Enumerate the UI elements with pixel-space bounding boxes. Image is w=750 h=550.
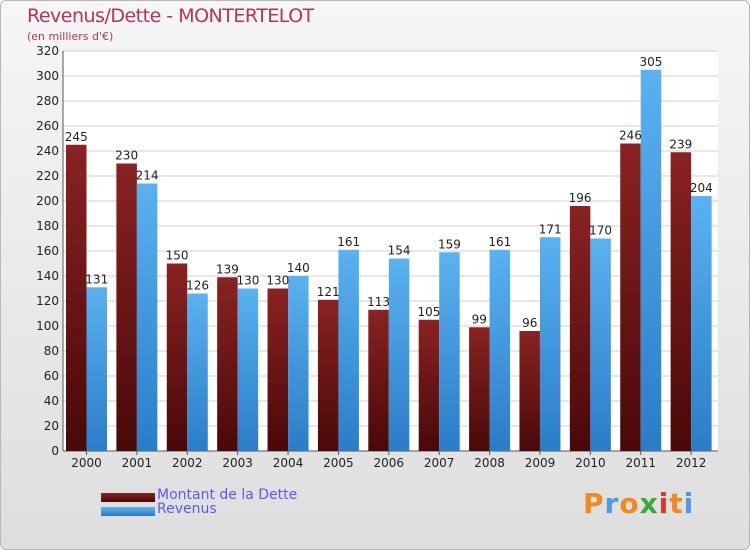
x-tick-label: 2011 [625,456,656,470]
data-label-dette: 150 [166,249,189,263]
y-tick-label: 260 [36,119,59,133]
y-tick-label: 160 [36,244,59,258]
bar-dette-2012 [670,152,692,451]
y-tick-label: 120 [36,294,59,308]
data-label-dette: 245 [65,130,88,144]
legend-label-revenus: Revenus [157,501,217,517]
bar-dette-2008 [469,327,490,451]
data-label-revenus: 140 [287,261,310,275]
proxiti-logo: Proxiti [583,487,694,520]
legend-swatch-dette [101,493,155,502]
data-label-revenus: 154 [388,244,411,258]
bar-dette-2011 [620,143,641,451]
x-tick-label: 2007 [424,456,455,470]
chart-title: Revenus/Dette - MONTERTELOT [27,5,314,27]
data-label-dette: 105 [417,305,440,319]
data-label-revenus: 161 [337,235,360,249]
data-label-dette: 196 [569,191,592,205]
y-tick-label: 20 [44,419,59,433]
data-label-revenus: 171 [539,222,562,236]
bar-dette-2003 [217,277,238,451]
data-label-revenus: 214 [136,169,159,183]
data-label-revenus: 170 [589,224,612,238]
y-tick-label: 200 [36,194,59,208]
data-label-dette: 230 [115,149,138,163]
logo-letter: P [583,487,605,520]
bar-revenus-2006 [388,258,410,451]
logo-letter: x [639,487,659,520]
bar-revenus-2004 [288,276,309,451]
data-label-dette: 121 [317,285,340,299]
y-tick-label: 80 [44,344,59,358]
data-label-dette: 113 [367,295,390,309]
bar-revenus-2011 [640,69,662,451]
x-tick-label: 2008 [474,456,505,470]
bar-revenus-2003 [237,288,259,451]
bar-dette-2004 [267,288,289,451]
bar-revenus-2010 [590,238,611,451]
data-label-dette: 239 [669,137,692,151]
bar-revenus-2005 [338,249,359,451]
data-label-dette: 130 [266,274,289,288]
y-tick-label: 180 [36,219,59,233]
x-tick-label: 2010 [575,456,606,470]
bar-dette-2001 [116,163,137,451]
data-label-revenus: 159 [438,237,461,251]
y-tick-label: 280 [36,94,59,108]
y-tick-label: 0 [51,444,59,458]
x-tick-label: 2006 [374,456,405,470]
x-tick-label: 2001 [122,456,153,470]
data-label-revenus: 130 [236,274,259,288]
bar-dette-2000 [66,144,87,451]
logo-letter: r [604,487,620,520]
bar-revenus-2000 [86,287,107,451]
data-label-revenus: 131 [85,272,108,286]
y-tick-label: 220 [36,169,59,183]
x-tick-label: 2002 [172,456,203,470]
y-tick-label: 140 [36,269,59,283]
chart-subtitle: (en milliers d'€) [27,30,114,43]
data-label-dette: 99 [472,312,487,326]
bar-revenus-2001 [136,183,158,451]
logo-letter: t [669,487,684,520]
bar-revenus-2009 [539,237,561,451]
x-tick-label: 2005 [323,456,354,470]
data-label-dette: 139 [216,262,239,276]
bar-dette-2005 [317,299,339,451]
legend-label-dette: Montant de la Dette [157,487,298,503]
data-label-revenus: 305 [640,55,663,69]
x-tick-label: 2004 [273,456,304,470]
bar-dette-2010 [569,206,591,451]
logo-letter: o [619,487,640,520]
bar-dette-2002 [166,263,188,451]
bar-dette-2006 [368,309,389,451]
logo-letter: i [683,487,695,520]
x-tick-label: 2000 [71,456,102,470]
data-label-revenus: 204 [690,181,713,195]
bar-revenus-2008 [489,249,511,451]
x-tick-label: 2003 [222,456,253,470]
bar-revenus-2002 [187,293,208,451]
y-tick-label: 320 [36,44,59,58]
y-tick-label: 40 [44,394,59,408]
y-tick-label: 300 [36,69,59,83]
data-label-dette: 96 [522,316,537,330]
bar-dette-2009 [519,331,540,451]
legend-swatch-revenus [101,507,155,516]
data-label-revenus: 126 [186,279,209,293]
x-tick-label: 2009 [525,456,556,470]
x-tick-label: 2012 [676,456,707,470]
bar-revenus-2012 [691,196,712,451]
bar-revenus-2007 [439,252,460,451]
data-label-revenus: 161 [488,235,511,249]
y-tick-label: 60 [44,369,59,383]
y-tick-label: 100 [36,319,59,333]
data-label-dette: 246 [619,129,642,143]
y-tick-label: 240 [36,144,59,158]
bar-dette-2007 [418,319,440,451]
logo-letter: i [658,487,670,520]
